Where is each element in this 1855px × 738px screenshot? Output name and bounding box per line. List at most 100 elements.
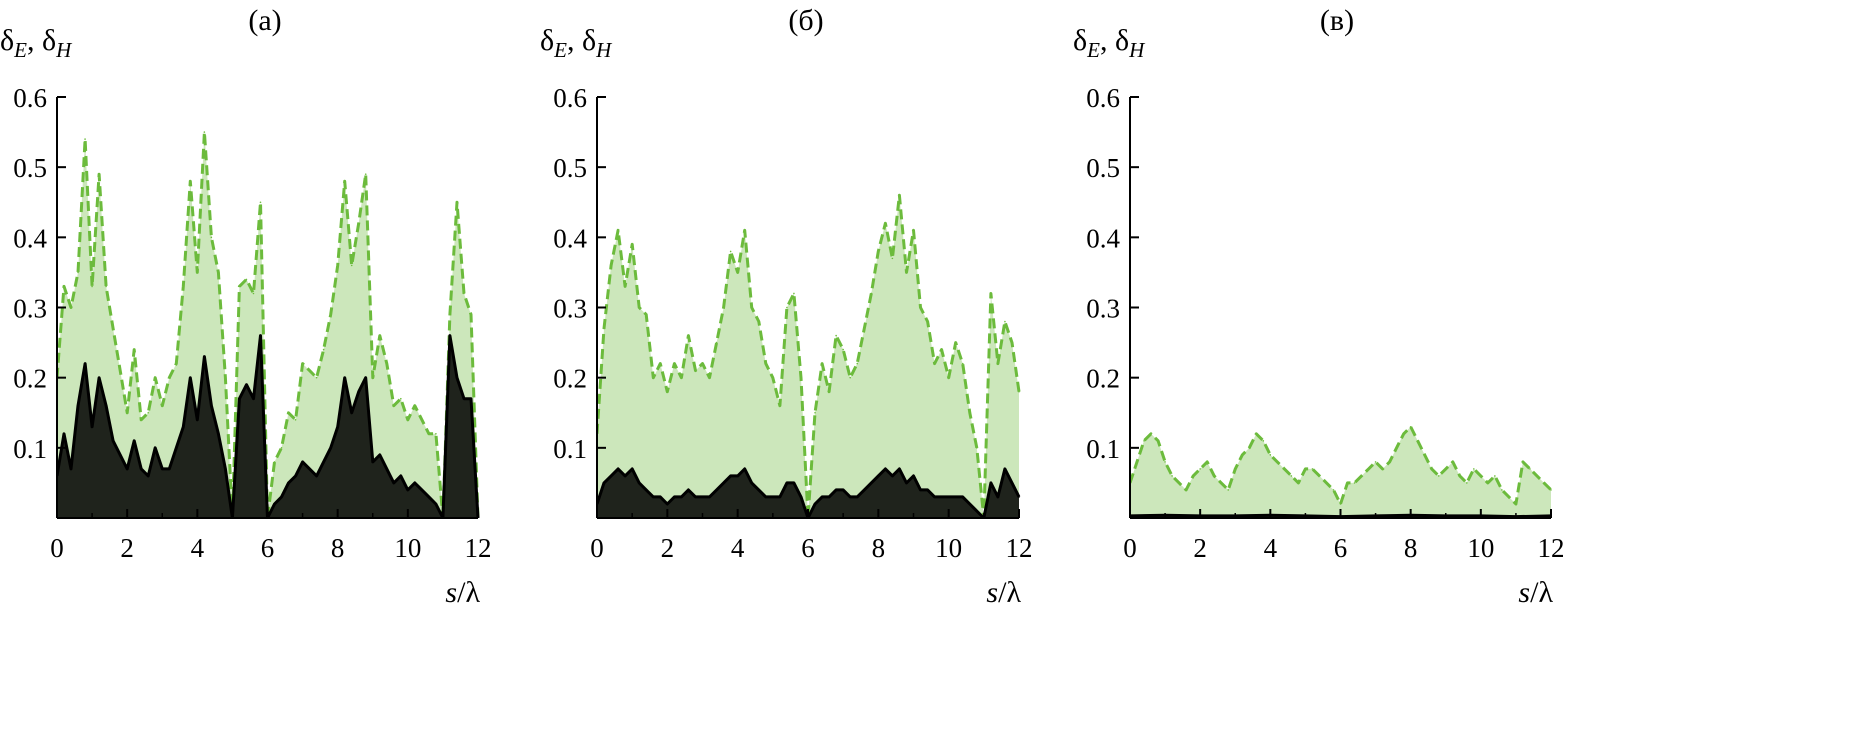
series-1-point bbox=[743, 468, 746, 470]
series-1-point bbox=[926, 489, 929, 491]
series-0-point bbox=[294, 418, 297, 421]
series-0-point bbox=[1367, 468, 1370, 470]
series-0-point bbox=[1487, 482, 1489, 484]
y-tick-label: 0.6 bbox=[553, 83, 587, 113]
x-label-rest: /λ bbox=[1530, 576, 1553, 609]
series-0-point bbox=[287, 411, 290, 414]
series-0-point bbox=[421, 418, 423, 421]
series-0-point bbox=[624, 285, 626, 288]
series-0-point bbox=[694, 369, 697, 372]
series-1-point bbox=[624, 475, 626, 477]
series-1-point bbox=[891, 475, 894, 477]
x-label-s: s bbox=[1518, 576, 1530, 609]
series-0-point bbox=[1004, 320, 1006, 323]
series-1-point bbox=[765, 496, 767, 498]
series-1-point bbox=[449, 334, 451, 337]
series-0-point bbox=[1473, 468, 1475, 470]
series-0-point bbox=[673, 362, 676, 365]
series-1-point bbox=[863, 489, 866, 491]
series-0-area bbox=[57, 132, 478, 518]
series-0-point bbox=[905, 271, 908, 274]
series-1-point bbox=[997, 496, 999, 498]
series-1-point bbox=[280, 496, 283, 498]
series-0-point bbox=[961, 362, 964, 365]
x-tick-label: 0 bbox=[1123, 533, 1137, 563]
series-0-point bbox=[1437, 475, 1440, 477]
series-0-point bbox=[1416, 440, 1419, 442]
y-tick-label: 0.5 bbox=[553, 153, 587, 183]
series-0-point bbox=[940, 348, 943, 351]
series-0-point bbox=[329, 313, 332, 316]
series-1-point bbox=[680, 496, 683, 498]
x-tick-label: 6 bbox=[261, 533, 275, 563]
series-0-point bbox=[1409, 425, 1412, 428]
x-tick-label: 8 bbox=[1404, 533, 1418, 563]
series-0-point bbox=[617, 229, 619, 232]
series-1-point bbox=[147, 475, 150, 477]
chart-panel-0: (а) δE, δH 0 2 4 6 8 10 12 0.1 0.2 0.3 0.4 0.5 0.6 s/λ bbox=[0, 4, 492, 609]
series-0-point bbox=[765, 362, 767, 365]
y-tick-label: 0.1 bbox=[553, 434, 587, 464]
series-1-area bbox=[597, 468, 1019, 518]
series-1-point bbox=[912, 475, 915, 477]
series-0-point bbox=[1339, 503, 1342, 505]
series-0-point bbox=[182, 285, 185, 288]
x-label-rest: /λ bbox=[998, 576, 1021, 609]
series-1-point bbox=[1004, 468, 1006, 470]
series-1-point bbox=[814, 503, 816, 505]
series-0-point bbox=[273, 461, 276, 463]
series-0-point bbox=[140, 418, 142, 421]
series-0-point bbox=[863, 327, 866, 330]
series-0-point bbox=[1185, 489, 1187, 491]
series-0-point bbox=[252, 292, 255, 295]
series-1-point bbox=[371, 461, 374, 463]
y-tick-label: 0.3 bbox=[1086, 294, 1120, 324]
series-0-point bbox=[161, 404, 164, 407]
series-1-point bbox=[603, 482, 605, 484]
series-1-point bbox=[329, 447, 332, 449]
series-0-point bbox=[708, 376, 711, 379]
series-1-point bbox=[70, 468, 72, 470]
series-0-point bbox=[456, 201, 458, 204]
series-1-point bbox=[287, 482, 290, 484]
series-1-point bbox=[793, 482, 795, 484]
series-1-point bbox=[835, 489, 837, 491]
x-tick-label: 4 bbox=[191, 533, 205, 563]
x-axis-label: s/λ bbox=[1518, 576, 1553, 609]
y-tick-label: 0.1 bbox=[1086, 434, 1120, 464]
x-label-s: s bbox=[445, 576, 457, 609]
x-tick-label: 12 bbox=[1006, 533, 1033, 563]
series-0-area bbox=[597, 195, 1019, 518]
series-1-point bbox=[238, 397, 241, 400]
series-1-point bbox=[273, 503, 276, 505]
series-0-point bbox=[175, 362, 178, 365]
series-0-point bbox=[645, 313, 648, 316]
plot-area bbox=[57, 130, 480, 518]
series-1-point bbox=[336, 425, 339, 428]
series-1-point bbox=[849, 496, 851, 498]
series-0-point bbox=[1157, 440, 1159, 442]
series-0-point bbox=[1332, 489, 1335, 491]
series-0-point bbox=[1451, 461, 1454, 463]
series-1-point bbox=[301, 461, 304, 463]
series-1-point bbox=[898, 468, 901, 470]
series-0-point bbox=[736, 271, 739, 274]
series-0-point bbox=[1234, 468, 1237, 470]
series-1-point bbox=[407, 489, 409, 491]
series-0-point bbox=[336, 264, 339, 267]
series-1-point bbox=[870, 482, 873, 484]
series-0-point bbox=[1346, 482, 1349, 484]
y-label-sep: , δ bbox=[567, 24, 596, 57]
series-0-point bbox=[750, 306, 753, 309]
series-1-point bbox=[112, 440, 114, 442]
series-0-point bbox=[196, 271, 199, 274]
series-1-point bbox=[786, 482, 788, 484]
series-1-point bbox=[736, 475, 739, 477]
series-1-point bbox=[196, 418, 199, 421]
series-0-point bbox=[343, 180, 346, 182]
series-0-point bbox=[1192, 475, 1194, 477]
x-tick-label: 2 bbox=[1193, 533, 1207, 563]
series-0-point bbox=[1269, 454, 1272, 456]
x-tick-label: 4 bbox=[1264, 533, 1278, 563]
series-1-point bbox=[428, 496, 430, 498]
